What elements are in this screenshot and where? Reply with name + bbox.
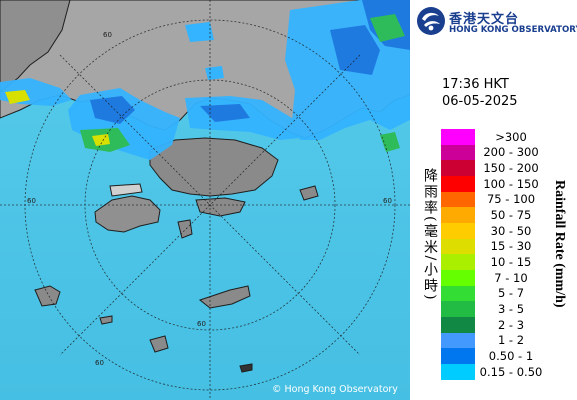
legend-swatch xyxy=(441,238,475,255)
legend-range-label: 75 - 100 xyxy=(486,192,536,207)
legend-row: >300 xyxy=(441,129,547,145)
legend-range-label: 50 - 75 xyxy=(490,208,532,223)
radar-map[interactable]: 60 60 60 60 60 © Hong Kong Observatory xyxy=(0,0,410,400)
legend-range-label: 200 - 300 xyxy=(483,145,539,160)
radar-map-canvas: 60 60 60 60 60 xyxy=(0,0,410,400)
legend-range-label: 2 - 3 xyxy=(497,317,525,332)
legend-range-label: 150 - 200 xyxy=(483,161,539,176)
legend-range-label: 3 - 5 xyxy=(497,302,525,317)
legend-row: 100 - 150 xyxy=(441,175,547,192)
legend-row: 10 - 15 xyxy=(441,254,547,270)
legend-range-label: 5 - 7 xyxy=(497,286,525,301)
western-islands xyxy=(34,285,61,307)
small-islet-2 xyxy=(239,363,253,373)
ring-label: 60 xyxy=(197,320,206,328)
legend-row: 150 - 200 xyxy=(441,160,547,176)
legend-range-label: 30 - 50 xyxy=(490,223,532,238)
org-name-en: HONG KONG OBSERVATORY xyxy=(449,25,577,35)
ring-label: 60 xyxy=(95,359,104,367)
ring-label: 60 xyxy=(27,197,36,205)
ring-label: 60 xyxy=(383,197,392,205)
legend-swatch xyxy=(441,348,475,364)
legend-row: 50 - 75 xyxy=(441,207,547,223)
legend-row: 0.15 - 0.50 xyxy=(441,363,547,380)
rain-echoes xyxy=(0,0,410,160)
sw-islands xyxy=(149,335,169,353)
legend-title-zh: 降雨率(毫米/小時) xyxy=(422,168,438,302)
info-panel: 香港天文台 HONG KONG OBSERVATORY 17:36 HKT 06… xyxy=(410,0,577,400)
legend-swatch xyxy=(441,363,475,380)
hko-emblem-icon xyxy=(417,7,445,35)
legend-swatch xyxy=(441,254,475,270)
legend-row: 2 - 3 xyxy=(441,316,547,333)
legend-swatch xyxy=(441,301,475,317)
legend-row: 200 - 300 xyxy=(441,144,547,161)
hk-island xyxy=(195,197,246,217)
legend-range-label: 0.50 - 1 xyxy=(488,349,534,364)
legend-swatch xyxy=(441,191,475,208)
legend-row: 1 - 2 xyxy=(441,332,547,349)
lantau-island xyxy=(94,195,161,233)
legend-row: 0.50 - 1 xyxy=(441,348,547,364)
legend-row: 7 - 10 xyxy=(441,269,547,286)
time-label: 17:36 HKT xyxy=(442,77,509,92)
legend-range-label: >300 xyxy=(495,129,527,144)
legend-swatch xyxy=(441,207,475,223)
legend-swatch xyxy=(441,222,475,239)
legend-range-label: 7 - 10 xyxy=(494,270,528,285)
legend-row: 3 - 5 xyxy=(441,301,547,317)
legend-range-label: 100 - 150 xyxy=(483,176,539,191)
rainfall-legend: >300 200 - 300 150 - 200 100 - 150 75 - 100 5… xyxy=(441,129,547,380)
legend-swatch xyxy=(441,269,475,286)
legend-range-label: 0.15 - 0.50 xyxy=(479,364,543,379)
legend-swatch xyxy=(441,144,475,161)
date-label: 06-05-2025 xyxy=(442,94,518,109)
small-islet-1 xyxy=(99,315,113,325)
legend-row: 30 - 50 xyxy=(441,222,547,239)
legend-row: 5 - 7 xyxy=(441,285,547,302)
legend-range-label: 1 - 2 xyxy=(497,333,525,348)
org-name-zh: 香港天文台 xyxy=(449,12,520,27)
observatory-logo: 香港天文台 HONG KONG OBSERVATORY xyxy=(416,6,577,38)
range-rings xyxy=(0,0,410,400)
legend-row: 75 - 100 xyxy=(441,191,547,208)
legend-swatch xyxy=(441,175,475,192)
legend-swatch xyxy=(441,160,475,176)
legend-swatch xyxy=(441,129,475,145)
legend-row: 15 - 30 xyxy=(441,238,547,255)
copyright-credit: © Hong Kong Observatory xyxy=(272,384,398,395)
legend-swatch xyxy=(441,285,475,302)
legend-title-en: Rainfall Rate (mm/h) xyxy=(552,180,567,308)
legend-swatch xyxy=(441,332,475,349)
airport-island xyxy=(109,183,143,197)
legend-range-label: 10 - 15 xyxy=(490,255,532,270)
legend-range-label: 15 - 30 xyxy=(490,239,532,254)
legend-swatch xyxy=(441,316,475,333)
ring-label: 60 xyxy=(103,31,112,39)
kowloon-nt-land xyxy=(149,137,279,197)
east-islands xyxy=(299,185,319,201)
ring-labels: 60 60 60 60 60 xyxy=(27,31,392,367)
